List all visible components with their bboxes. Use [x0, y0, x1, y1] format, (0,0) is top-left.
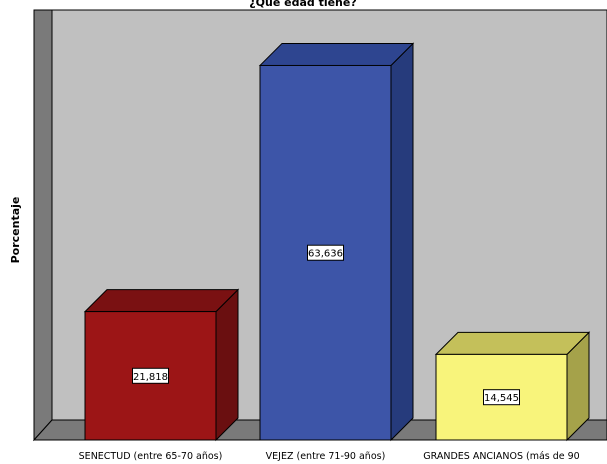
bar-top-face — [434, 331, 591, 355]
bar-side-face — [215, 288, 239, 442]
data-label-text: 63,636 — [308, 249, 343, 260]
data-label: 63,636 — [307, 244, 344, 261]
x-tick-label: SENECTUD (entre 65-70 años) — [79, 451, 223, 462]
data-label-box — [307, 244, 344, 261]
bars-group: 21,818 63,636 14,545 — [83, 42, 591, 442]
x-tick-labels: SENECTUD (entre 65-70 años) VEJEZ (entre … — [79, 451, 580, 462]
bar-side-face — [390, 42, 414, 442]
x-tick-label: GRANDES ANCIANOS (más de 90 — [423, 451, 579, 462]
bar-1: 21,818 — [83, 288, 240, 442]
data-label-text: 21,818 — [133, 372, 168, 383]
bar-top-face — [83, 289, 240, 313]
y-axis-label: Porcentaje — [9, 197, 22, 264]
data-label-text: 14,545 — [484, 393, 519, 404]
left-wall — [33, 9, 53, 442]
bar-3: 14,545 — [434, 331, 591, 442]
x-tick-label: VEJEZ (entre 71-90 años) — [266, 451, 386, 462]
data-label: 14,545 — [483, 389, 520, 406]
data-label-box — [483, 389, 520, 406]
bar-2: 63,636 — [258, 42, 415, 442]
chart-title: ¿Qué edad tiene? — [249, 0, 356, 9]
data-label-box — [132, 367, 169, 384]
bar-top-face — [258, 42, 415, 66]
data-label: 21,818 — [132, 367, 169, 384]
